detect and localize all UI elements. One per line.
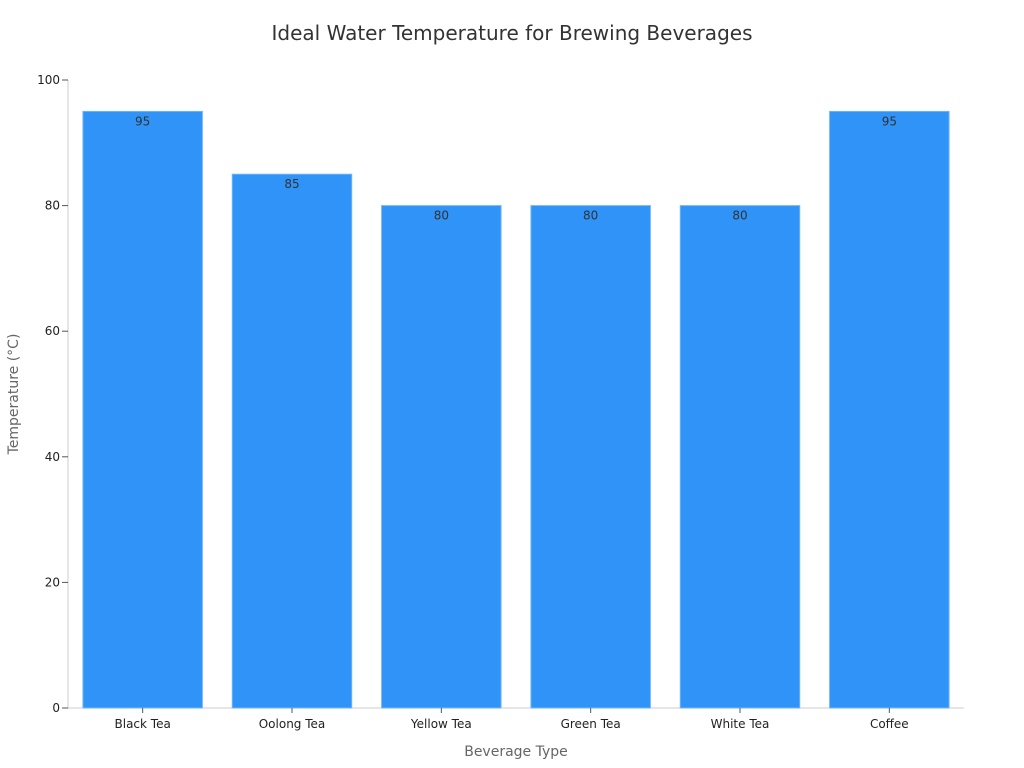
bar xyxy=(530,205,651,709)
y-tick-label: 100 xyxy=(37,73,60,87)
bar xyxy=(381,205,502,709)
y-tick-label: 80 xyxy=(45,199,60,213)
x-tick-label: White Tea xyxy=(711,717,770,731)
y-axis-title: Temperature (°C) xyxy=(6,334,22,456)
bar xyxy=(231,173,353,709)
bar-value-label: 95 xyxy=(135,114,150,128)
y-tick-label: 60 xyxy=(45,324,60,338)
x-tick-label: Yellow Tea xyxy=(410,717,472,731)
bar-value-label: 80 xyxy=(583,209,598,223)
x-tick-label: Oolong Tea xyxy=(259,717,326,731)
bar-value-label: 95 xyxy=(882,114,897,128)
y-tick-label: 20 xyxy=(45,575,60,589)
y-tick-label: 0 xyxy=(52,701,60,715)
bar xyxy=(82,110,203,709)
x-tick-label: Coffee xyxy=(870,717,909,731)
x-tick-label: Green Tea xyxy=(561,717,621,731)
chart-title: Ideal Water Temperature for Brewing Beve… xyxy=(272,21,753,45)
y-tick-label: 40 xyxy=(45,450,60,464)
bar xyxy=(829,110,950,709)
bar xyxy=(679,205,801,709)
x-tick-label: Black Tea xyxy=(115,717,171,731)
plot-area: 0 20 40 60 80 100 95 Black Tea 85 Oolong Tea 80 Yel… xyxy=(37,73,964,731)
bar-value-label: 85 xyxy=(284,177,299,191)
bar-value-label: 80 xyxy=(732,209,747,223)
x-axis-title: Beverage Type xyxy=(464,744,568,760)
bar-value-label: 80 xyxy=(434,209,449,223)
